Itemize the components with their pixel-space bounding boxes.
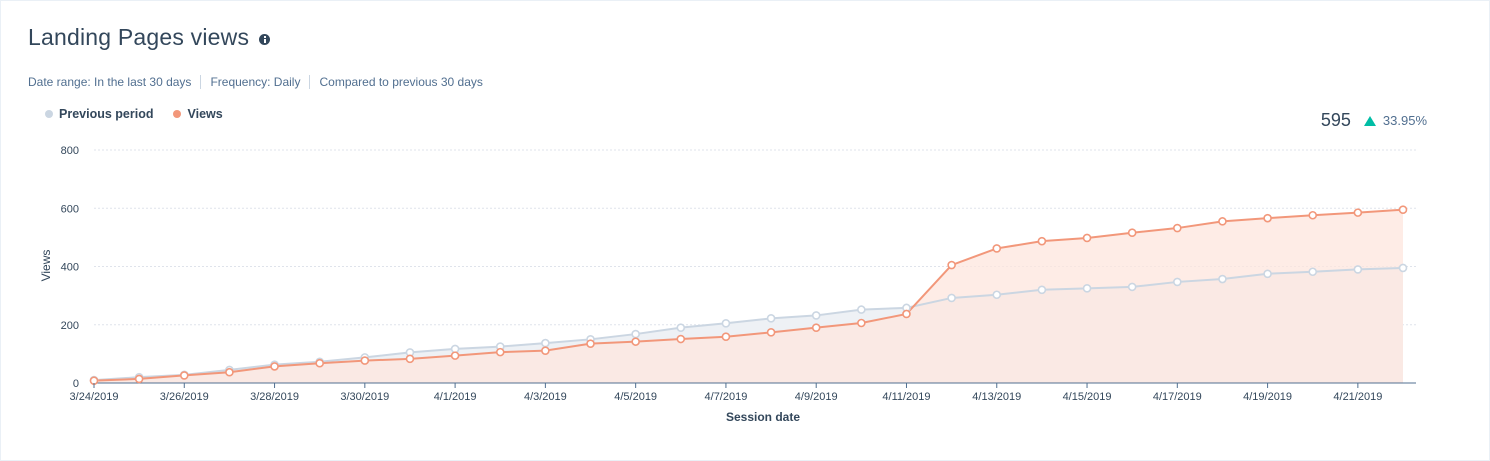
series-area [94,209,1403,383]
x-tick-label: 4/7/2019 [705,391,748,403]
data-point [766,314,776,323]
data-point [541,346,550,355]
data-point [1218,274,1227,284]
data-point [586,339,595,348]
date-range-filter[interactable]: Date range: In the last 30 days [28,75,192,89]
data-point [811,323,821,332]
legend-dot-icon [45,110,53,118]
data-point [992,244,1002,253]
change-percent: 33.95% [1382,113,1427,128]
x-tick-label: 3/26/2019 [160,391,209,403]
page-title: Landing Pages views [28,23,250,50]
data-point [405,354,415,364]
data-point [1127,228,1137,238]
data-point [1173,277,1182,287]
x-tick-label: 4/19/2019 [1243,391,1292,403]
y-tick-label: 0 [73,378,79,390]
x-tick-label: 3/30/2019 [340,391,389,403]
data-point [1082,284,1092,293]
title-row: Landing Pages views [28,21,271,53]
x-tick-label: 4/17/2019 [1153,391,1202,403]
data-point [360,356,370,365]
data-point [450,351,460,360]
series-line [93,208,1404,382]
data-point [134,374,144,384]
data-point [947,293,956,303]
x-tick-label: 4/9/2019 [795,391,838,403]
data-point [1082,233,1092,243]
data-point [315,358,324,368]
info-icon[interactable] [259,33,271,45]
y-tick-label: 800 [61,145,79,157]
data-point [811,311,821,320]
data-point [721,318,731,328]
data-point [1037,285,1047,295]
data-point [1398,263,1408,273]
x-tick-label: 4/11/2019 [882,391,930,403]
data-point [857,305,866,314]
x-tick-label: 4/15/2019 [1063,391,1112,403]
series-line [93,266,1404,382]
x-tick-label: 3/28/2019 [250,391,299,403]
frequency-filter[interactable]: Frequency: Daily [210,75,301,89]
data-point [1263,269,1272,279]
data-point [1263,213,1272,223]
chart-legend: Previous period Views [45,107,243,121]
legend-item-previous-period[interactable]: Previous period [45,107,153,121]
data-point [1398,205,1408,215]
total-summary: 595 33.95% [1321,110,1427,131]
data-point [1353,208,1363,217]
x-tick-label: 4/5/2019 [614,391,657,403]
data-point [902,309,911,319]
legend-dot-icon [173,110,182,118]
data-point [225,367,234,377]
filter-summary: Date range: In the last 30 days Frequenc… [28,75,483,89]
filter-divider [200,75,202,89]
data-point [676,323,686,332]
filter-divider [309,75,311,89]
data-point [992,290,1002,300]
data-point [857,318,866,328]
data-point [1353,265,1363,274]
data-point [495,347,505,357]
data-point [1173,223,1182,233]
legend-label: Views [187,107,223,121]
data-point [631,337,640,346]
x-tick-label: 4/21/2019 [1333,391,1382,403]
legend-label: Previous period [59,107,154,121]
data-point [1308,267,1318,277]
data-point [766,328,776,337]
data-point [631,329,640,339]
data-point [1308,210,1318,220]
data-point [1218,217,1227,226]
x-tick-label: 3/24/2019 [70,391,119,403]
x-tick-label: 4/3/2019 [524,391,567,403]
y-tick-label: 600 [61,203,79,215]
data-point [721,332,731,341]
compare-filter[interactable]: Compared to previous 30 days [319,75,483,89]
x-tick-label: 4/13/2019 [972,391,1021,403]
y-tick-label: 400 [61,262,79,274]
triangle-up-icon [1363,115,1376,126]
y-tick-label: 200 [61,320,79,332]
data-point [270,362,279,371]
x-tick-label: 4/1/2019 [434,391,477,403]
data-point [1127,282,1137,292]
total-views-value: 595 [1320,110,1351,130]
data-point [947,260,956,270]
data-point [676,334,686,344]
data-point [179,371,189,380]
legend-item-views[interactable]: Views [173,107,223,121]
data-point [1037,236,1047,246]
data-point [541,338,550,348]
x-axis-title: Session date [726,410,800,424]
y-axis-title: Views [39,250,53,282]
